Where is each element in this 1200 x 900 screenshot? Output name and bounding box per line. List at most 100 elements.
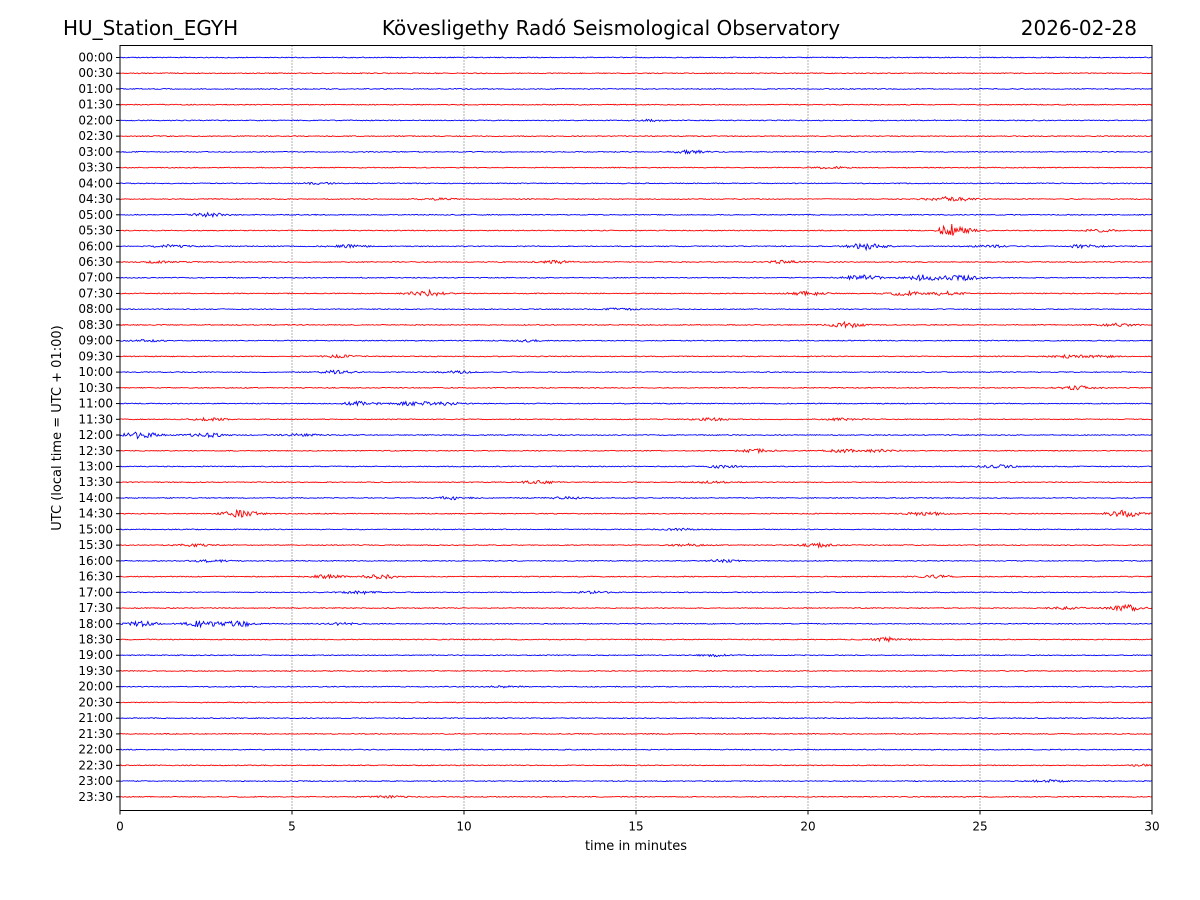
trace-row (119, 242, 1153, 252)
y-tick-label: 12:30 (78, 444, 113, 458)
vertical-grid (291, 45, 981, 811)
y-tick-label: 17:30 (78, 601, 113, 615)
y-tick-label: 15:30 (78, 538, 113, 552)
y-tick-label: 01:30 (78, 98, 113, 112)
y-tick-label: 03:30 (78, 161, 113, 175)
trace-row (119, 56, 1153, 59)
seismogram-traces (119, 56, 1153, 799)
y-tick-label: 07:30 (78, 286, 113, 300)
trace-row (119, 590, 1153, 596)
y-tick-label: 02:00 (78, 113, 113, 127)
y-tick-label: 07:00 (78, 271, 113, 285)
y-tick-label: 22:30 (78, 758, 113, 772)
y-tick-label: 12:00 (78, 428, 113, 442)
trace-row (119, 385, 1153, 391)
y-tick-label: 16:30 (78, 570, 113, 584)
y-tick-label: 00:00 (78, 51, 113, 65)
trace-row (119, 763, 1153, 767)
y-tick-label: 23:30 (78, 790, 113, 804)
trace-row (119, 274, 1153, 282)
trace-row (119, 748, 1153, 751)
trace-row (119, 527, 1153, 532)
x-tick-label: 5 (288, 820, 296, 834)
trace-row (119, 369, 1153, 375)
y-tick-label: 04:00 (78, 176, 113, 190)
trace-row (119, 320, 1153, 329)
trace-row (119, 701, 1153, 704)
y-tick-label: 10:00 (78, 365, 113, 379)
trace-row (119, 558, 1153, 564)
y-tick-label: 19:30 (78, 664, 113, 678)
trace-row (119, 165, 1153, 170)
trace-row (119, 118, 1153, 123)
y-tick-label: 09:30 (78, 349, 113, 363)
y-tick-label: 05:30 (78, 224, 113, 238)
trace-row (119, 72, 1153, 75)
trace-row (119, 288, 1153, 297)
trace-row (119, 620, 1153, 629)
x-tick-label: 10 (456, 820, 471, 834)
y-tick-label: 09:00 (78, 334, 113, 348)
y-tick-label: 02:30 (78, 129, 113, 143)
trace-row (119, 447, 1153, 455)
y-tick-label: 20:30 (78, 695, 113, 709)
trace-row (119, 259, 1152, 265)
y-tick-label: 14:00 (78, 491, 113, 505)
station-title: HU_Station_EGYH (63, 16, 238, 40)
trace-row (119, 669, 1153, 672)
y-tick-label: 04:30 (78, 192, 113, 206)
y-tick-label: 06:30 (78, 255, 113, 269)
y-tick-label: 19:00 (78, 648, 113, 662)
y-tick-label: 14:30 (78, 507, 113, 521)
trace-row (119, 416, 1153, 422)
y-tick-label: 21:00 (78, 711, 113, 725)
y-tick-label: 16:00 (78, 554, 113, 568)
y-tick-label: 22:00 (78, 743, 113, 757)
trace-row (119, 307, 1153, 311)
y-tick-label: 13:00 (78, 459, 113, 473)
trace-row (119, 464, 1153, 469)
trace-row (119, 684, 1153, 689)
trace-row (119, 732, 1153, 735)
y-tick-label: 10:30 (78, 381, 113, 395)
plot-frame (119, 45, 1153, 811)
trace-row (119, 431, 1153, 440)
trace-row (119, 635, 1153, 644)
y-tick-label: 01:00 (78, 82, 113, 96)
y-tick-label: 13:30 (78, 475, 113, 489)
x-tick-label: 0 (116, 820, 124, 834)
x-tick-label: 15 (628, 820, 643, 834)
x-tick-label: 25 (972, 820, 987, 834)
trace-row (119, 603, 1153, 612)
y-tick-label: 23:00 (78, 774, 113, 788)
trace-row (119, 182, 1153, 186)
y-tick-label: 20:00 (78, 680, 113, 694)
x-tick-label: 30 (1144, 820, 1159, 834)
trace-row (119, 135, 1153, 138)
trace-row (119, 573, 1153, 580)
trace-row (119, 195, 1153, 202)
y-tick-label: 21:30 (78, 727, 113, 741)
trace-row (119, 149, 1153, 155)
trace-row (119, 211, 1153, 219)
y-tick-label: 06:00 (78, 239, 113, 253)
trace-row (119, 541, 1153, 549)
x-axis-label: time in minutes (585, 839, 687, 854)
y-tick-label: 03:00 (78, 145, 113, 159)
trace-row (119, 400, 1153, 407)
y-tick-label: 11:00 (78, 397, 113, 411)
x-axis-ticks: 0 5 10 15 20 25 30 (116, 810, 1160, 834)
trace-row (119, 223, 1153, 236)
trace-row (119, 103, 1153, 106)
date-title: 2026-02-28 (1021, 16, 1137, 40)
trace-row (119, 779, 1153, 784)
trace-row (119, 508, 1153, 518)
y-tick-label: 05:00 (78, 208, 113, 222)
y-tick-label: 18:30 (78, 633, 113, 647)
y-tick-label: 08:30 (78, 318, 113, 332)
x-tick-label: 20 (800, 820, 815, 834)
trace-row (119, 338, 1153, 343)
trace-row (119, 717, 1153, 720)
